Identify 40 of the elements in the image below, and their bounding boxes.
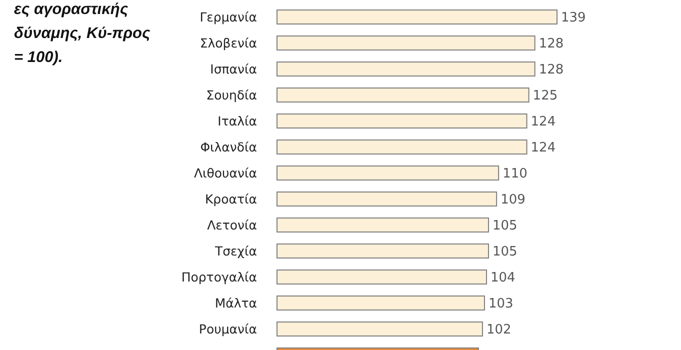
data-label: 124 (530, 140, 556, 156)
data-label: 139 (561, 10, 586, 26)
y-tick-label: Μάλτα (214, 295, 257, 310)
y-tick-label: Ισπανία (210, 61, 257, 76)
data-label: 125 (532, 88, 558, 104)
data-label: 102 (486, 322, 512, 338)
bar (276, 270, 487, 284)
y-tick-label: Λετονία (207, 217, 257, 232)
bar (276, 88, 530, 102)
data-label: 105 (492, 218, 518, 234)
data-label: 105 (492, 244, 518, 260)
data-label: 124 (530, 114, 556, 130)
data-label: 103 (488, 296, 514, 312)
y-tick-label: Κροατία (204, 191, 257, 206)
bar (276, 36, 536, 50)
bar (276, 218, 490, 232)
bar (276, 192, 498, 206)
bar (276, 166, 500, 180)
y-tick-label: Σουηδία (206, 87, 257, 102)
y-tick-label: Σλοβενία (200, 35, 257, 50)
data-label: 128 (538, 36, 564, 52)
data-label: 104 (490, 270, 516, 286)
bar (276, 244, 490, 258)
bar (276, 140, 528, 154)
bar (276, 114, 528, 128)
y-tick-label: Ιταλία (218, 113, 257, 128)
y-tick-label: Γερμανία (200, 9, 257, 24)
y-tick-label: Τσεχία (214, 243, 257, 258)
data-label: 128 (538, 62, 564, 78)
y-tick-label: Πορτογαλία (181, 269, 257, 284)
bar (276, 296, 485, 310)
data-label: 109 (500, 192, 526, 208)
y-tick-label: Φιλανδία (200, 139, 257, 154)
bar (276, 62, 536, 76)
bar (276, 10, 558, 24)
text: ες αγοραστικής δύναμης, Κύ-προς = 100). (14, 0, 152, 68)
y-tick-label: Λιθουανία (194, 165, 257, 180)
bar (276, 322, 483, 336)
y-tick-label: Ρουμανία (198, 321, 257, 336)
data-label: 110 (502, 166, 528, 182)
